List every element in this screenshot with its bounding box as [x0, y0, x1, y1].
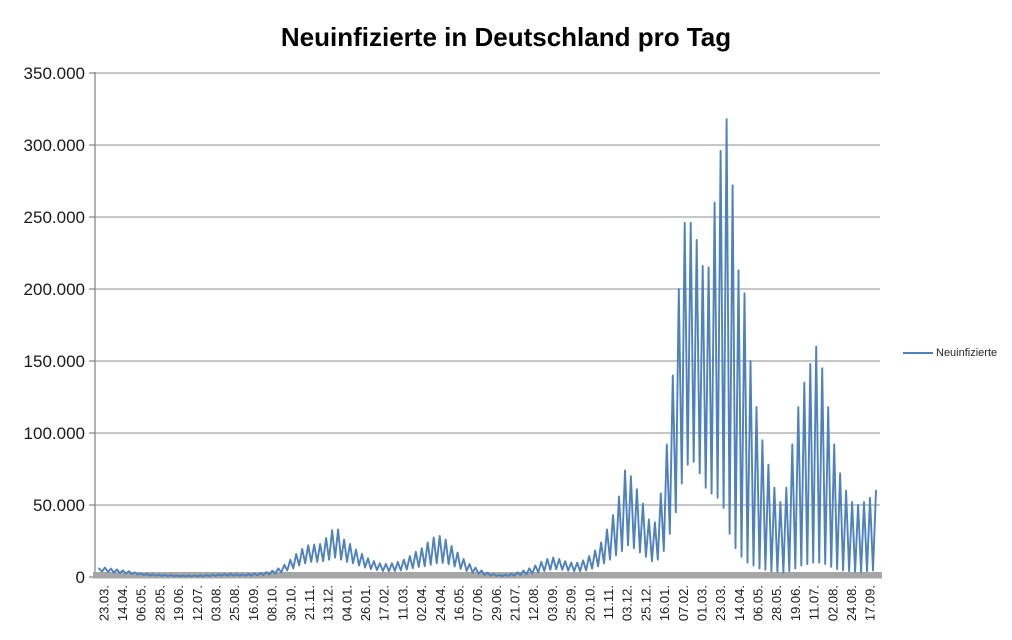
series-line-neuinfizierte — [98, 118, 877, 578]
x-axis-tick-label: 25.08. — [227, 585, 242, 621]
y-axis-tick-label: 150.000 — [24, 352, 85, 371]
x-axis-tick-label: 11.03. — [395, 585, 410, 620]
x-axis-tick-label: 03.09. — [545, 585, 560, 621]
x-axis-tick-label: 16.09. — [246, 585, 261, 621]
x-axis-tick-label: 06.05. — [751, 585, 766, 621]
x-axis-tick-label: 25.12. — [638, 585, 653, 621]
x-axis-tick-label: 12.07. — [190, 585, 205, 621]
x-axis-tick-label: 24.04. — [433, 585, 448, 621]
x-axis-tick-label: 17.09. — [863, 585, 878, 621]
x-axis-tick-label: 08.10. — [265, 585, 280, 621]
x-axis-tick-label: 07.02. — [676, 585, 691, 621]
x-axis-tick-label: 30.10. — [283, 585, 298, 621]
legend-line-swatch — [903, 352, 933, 354]
y-axis-tick-label: 0 — [76, 568, 85, 587]
y-axis-tick-label: 100.000 — [24, 424, 85, 443]
x-axis-tick-label: 25.09. — [564, 585, 579, 621]
y-axis-tick-label: 250.000 — [24, 208, 85, 227]
x-axis-bar — [93, 572, 882, 579]
chart-title: Neuinfizierte in Deutschland pro Tag — [280, 22, 732, 52]
x-axis-tick-label: 12.08. — [526, 585, 541, 621]
x-axis-tick-label: 14.04. — [115, 585, 130, 621]
x-axis-tick-label: 16.05. — [451, 585, 466, 621]
x-axis-tick-label: 21.07. — [508, 585, 523, 621]
x-axis-tick-label: 14.04. — [732, 585, 747, 621]
y-axis-tick-label: 200.000 — [24, 280, 85, 299]
y-axis-tick-label: 350.000 — [24, 64, 85, 83]
x-axis-tick-label: 28.05. — [769, 585, 784, 621]
x-axis-tick-label: 26.01. — [358, 585, 373, 621]
x-axis-tick-label: 06.05. — [134, 585, 149, 621]
x-axis-tick-label: 19.06. — [171, 585, 186, 621]
x-axis-tick-label: 20.10. — [582, 585, 597, 621]
x-axis-tick-label: 07.06. — [470, 585, 485, 621]
x-axis-tick-label: 11.11. — [601, 585, 616, 619]
y-axis-tick-label: 50.000 — [33, 496, 85, 515]
chart-legend: Neuinfizierte — [903, 347, 997, 359]
x-axis-tick-label: 23.03. — [96, 585, 111, 621]
x-axis-tick-label: 21.11. — [302, 585, 317, 620]
x-axis-tick-label: 01.03. — [694, 585, 709, 621]
x-axis-tick-label: 29.06. — [489, 585, 504, 621]
x-axis-tick-label: 17.02. — [377, 585, 392, 621]
x-axis-tick-label: 02.04. — [414, 585, 429, 621]
x-axis-tick-label: 23.03. — [713, 585, 728, 621]
x-axis-tick-label: 11.07. — [807, 585, 822, 620]
x-axis-tick-label: 03.12. — [620, 585, 635, 621]
x-axis-tick-label: 28.05. — [152, 585, 167, 621]
x-axis-tick-label: 16.01. — [657, 585, 672, 621]
x-axis-tick-label: 04.01. — [339, 585, 354, 621]
x-axis-tick-label: 24.08. — [844, 585, 859, 621]
x-axis-tick-label: 02.08. — [825, 585, 840, 621]
x-axis-tick-label: 03.08. — [208, 585, 223, 621]
y-axis-tick-label: 300.000 — [24, 136, 85, 155]
legend-label: Neuinfizierte — [936, 347, 998, 359]
x-axis-tick-label: 13.12. — [321, 585, 336, 621]
x-axis-tick-label: 19.06. — [788, 585, 803, 621]
